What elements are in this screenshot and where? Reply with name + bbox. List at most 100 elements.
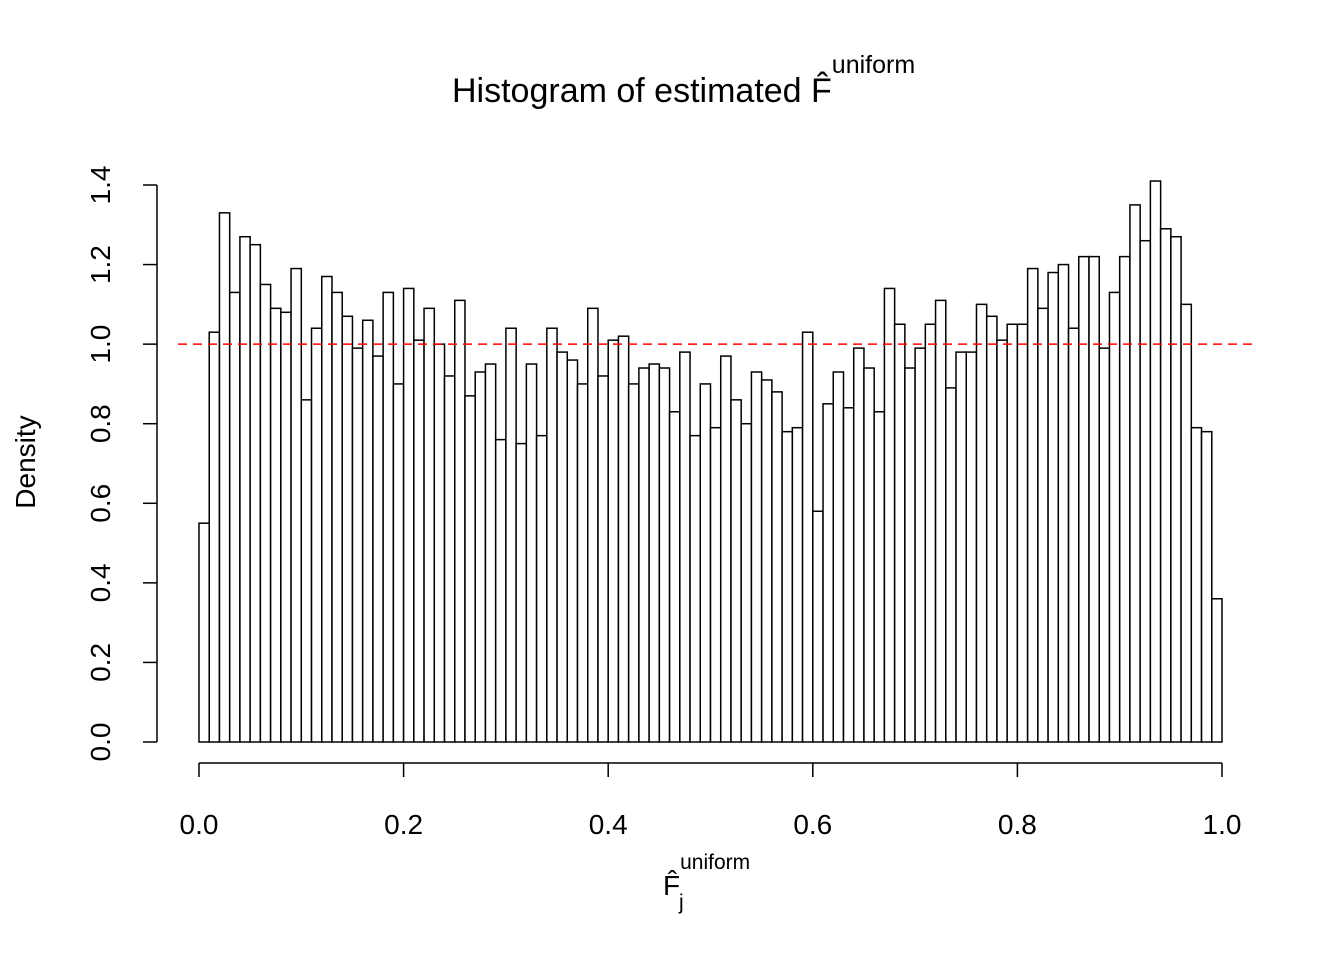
- y-tick-label: 0.2: [85, 643, 116, 682]
- bar: [1108, 291, 1121, 743]
- bar: [464, 395, 476, 743]
- bar: [1211, 598, 1223, 743]
- bar: [198, 522, 210, 743]
- bar: [883, 287, 896, 743]
- bar: [607, 339, 620, 743]
- bar: [228, 291, 241, 743]
- bar: [372, 355, 384, 743]
- bar: [832, 371, 845, 743]
- bar: [433, 343, 446, 743]
- bar: [1129, 204, 1141, 743]
- bar: [1047, 271, 1060, 743]
- bar: [1170, 235, 1182, 743]
- bar: [699, 383, 712, 743]
- bar: [904, 367, 916, 743]
- bar: [1078, 255, 1090, 743]
- bar: [361, 319, 374, 743]
- bar: [443, 375, 456, 743]
- x-axis-label: F̂uniform: [663, 851, 750, 901]
- bar: [842, 407, 855, 743]
- bar: [1016, 323, 1029, 743]
- y-tick-label: 0.8: [85, 404, 116, 443]
- bar: [525, 363, 538, 743]
- bar: [1149, 180, 1162, 743]
- bar: [239, 235, 251, 743]
- bar: [474, 371, 487, 743]
- bar: [494, 438, 507, 743]
- bar: [1026, 267, 1039, 743]
- bar: [1118, 255, 1131, 743]
- bar: [852, 347, 865, 743]
- bar: [781, 430, 794, 743]
- bar: [597, 375, 609, 743]
- bar: [1006, 323, 1019, 743]
- bar: [535, 434, 548, 743]
- bar: [280, 311, 292, 743]
- bar: [290, 267, 303, 743]
- bar: [617, 335, 630, 743]
- bar: [801, 331, 814, 743]
- bar: [924, 323, 937, 743]
- bar: [873, 411, 886, 743]
- y-tick-label: 0.6: [85, 484, 116, 523]
- bar: [1200, 430, 1213, 743]
- bar: [382, 291, 395, 743]
- bar: [955, 351, 968, 743]
- bar: [546, 327, 558, 743]
- bar: [975, 303, 988, 743]
- x-tick-label: 0.4: [589, 809, 628, 840]
- bar: [1139, 239, 1152, 743]
- bar: [822, 403, 835, 743]
- bar: [269, 307, 282, 743]
- y-tick-label: 0.0: [85, 723, 116, 762]
- bar: [1098, 347, 1111, 743]
- bar: [812, 510, 824, 743]
- bar: [1088, 255, 1100, 743]
- bar: [740, 422, 753, 743]
- bar: [249, 243, 262, 743]
- bar: [1057, 263, 1070, 743]
- bar: [750, 371, 763, 743]
- x-tick-label: 0.8: [998, 809, 1037, 840]
- bar: [218, 212, 231, 743]
- bar: [627, 383, 640, 743]
- bar: [638, 367, 650, 743]
- bar: [863, 367, 875, 743]
- bar: [965, 351, 978, 743]
- x-tick-label: 0.2: [384, 809, 423, 840]
- bar: [760, 379, 773, 743]
- bar: [985, 315, 998, 743]
- bar: [945, 387, 957, 743]
- bar: [719, 355, 732, 743]
- y-axis-label: Density: [10, 415, 41, 508]
- bar: [1180, 303, 1193, 743]
- bar: [586, 307, 599, 743]
- bar: [566, 359, 579, 743]
- x-tick-label: 0.6: [793, 809, 832, 840]
- bar: [321, 275, 333, 743]
- bar: [679, 351, 691, 743]
- x-tick-label: 0.0: [180, 809, 219, 840]
- bar: [454, 299, 466, 743]
- bar: [259, 283, 272, 743]
- bar: [709, 426, 722, 743]
- bar: [1190, 426, 1203, 743]
- chart-title: Histogram of estimated F̂uniform: [452, 51, 915, 110]
- bar: [402, 287, 415, 743]
- bar: [1067, 327, 1080, 743]
- bar: [893, 323, 906, 743]
- bar: [331, 291, 343, 743]
- y-tick-label: 1.4: [85, 166, 116, 205]
- bar: [484, 363, 497, 743]
- bar: [556, 351, 569, 743]
- bar: [515, 442, 528, 743]
- bar: [505, 327, 517, 743]
- x-tick-label: 1.0: [1203, 809, 1242, 840]
- y-tick-label: 0.4: [85, 563, 116, 602]
- bar: [208, 331, 221, 743]
- bar: [914, 347, 927, 743]
- bar: [668, 411, 681, 743]
- bar: [934, 299, 947, 743]
- bar: [658, 367, 671, 743]
